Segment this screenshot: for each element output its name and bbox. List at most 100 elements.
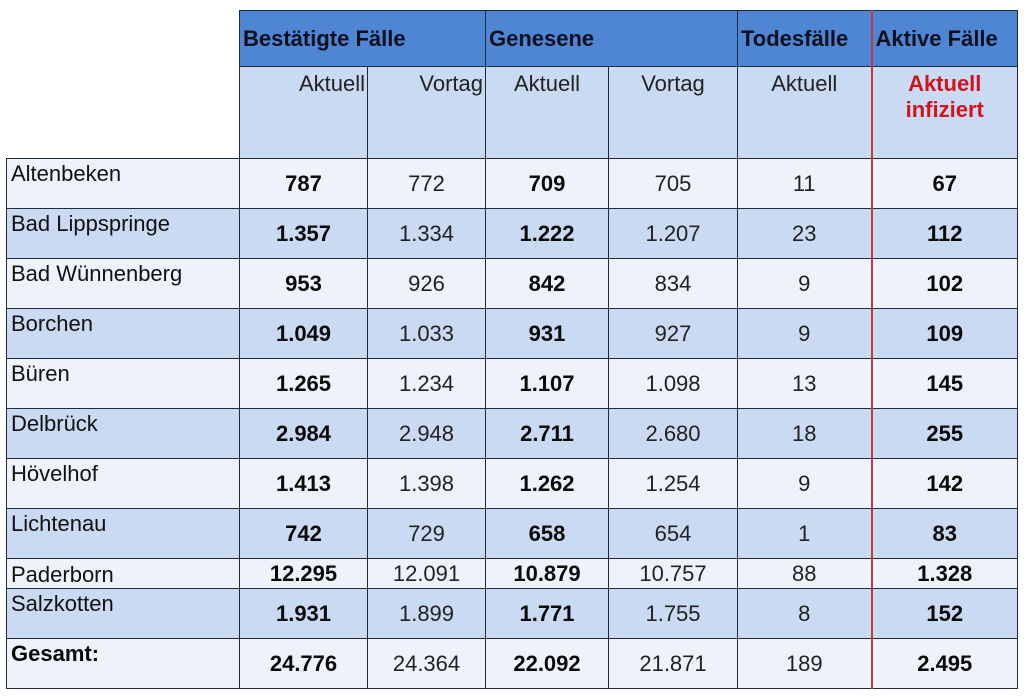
confirmed-prev: 1.334 xyxy=(367,208,486,259)
deaths-now: 189 xyxy=(737,638,872,689)
confirmed-now: 742 xyxy=(239,508,368,559)
deaths-now: 9 xyxy=(737,258,872,309)
corner-blank xyxy=(6,10,240,67)
confirmed-prev: 1.398 xyxy=(367,458,486,509)
header-active: Aktive Fälle xyxy=(870,10,1018,67)
recovered-now: 1.107 xyxy=(485,358,609,409)
confirmed-prev: 24.364 xyxy=(367,638,486,689)
header-row: Bestätigte Fälle Genesene Todesfälle Akt… xyxy=(6,10,1018,67)
recovered-now: 2.711 xyxy=(485,408,609,459)
table-row: Borchen 1.049 1.033 931 927 9 109 xyxy=(6,308,1018,359)
active-now: 67 xyxy=(870,158,1018,209)
deaths-now: 11 xyxy=(737,158,872,209)
header-confirmed: Bestätigte Fälle xyxy=(239,10,486,67)
active-now: 109 xyxy=(870,308,1018,359)
table-row: Altenbeken 787 772 709 705 11 67 xyxy=(6,158,1018,209)
confirmed-prev: 1.234 xyxy=(367,358,486,409)
header-deaths: Todesfälle xyxy=(737,10,872,67)
row-name: Bad Wünnenberg xyxy=(6,258,240,309)
confirmed-now: 1.357 xyxy=(239,208,368,259)
recovered-prev: 654 xyxy=(608,508,738,559)
deaths-now: 18 xyxy=(737,408,872,459)
subheader-deaths-aktuell: Aktuell xyxy=(737,66,872,159)
recovered-prev: 10.757 xyxy=(608,558,738,589)
confirmed-prev: 2.948 xyxy=(367,408,486,459)
confirmed-now: 1.049 xyxy=(239,308,368,359)
confirmed-now: 12.295 xyxy=(239,558,368,589)
row-name: Delbrück xyxy=(6,408,240,459)
confirmed-prev: 729 xyxy=(367,508,486,559)
deaths-now: 13 xyxy=(737,358,872,409)
total-label: Gesamt: xyxy=(6,638,240,689)
table-row: Hövelhof 1.413 1.398 1.262 1.254 9 142 xyxy=(6,458,1018,509)
recovered-now: 931 xyxy=(485,308,609,359)
row-name: Lichtenau xyxy=(6,508,240,559)
active-now: 102 xyxy=(870,258,1018,309)
active-now: 1.328 xyxy=(870,558,1018,589)
subheader-recovered-aktuell: Aktuell xyxy=(485,66,609,159)
recovered-prev: 1.254 xyxy=(608,458,738,509)
recovered-prev: 927 xyxy=(608,308,738,359)
recovered-prev: 21.871 xyxy=(608,638,738,689)
recovered-now: 22.092 xyxy=(485,638,609,689)
deaths-now: 9 xyxy=(737,308,872,359)
covid-cases-table: Bestätigte Fälle Genesene Todesfälle Akt… xyxy=(6,10,1018,689)
table-row: Bad Lippspringe 1.357 1.334 1.222 1.207 … xyxy=(6,208,1018,259)
deaths-now: 88 xyxy=(737,558,872,589)
row-name: Hövelhof xyxy=(6,458,240,509)
active-now: 142 xyxy=(870,458,1018,509)
deaths-now: 8 xyxy=(737,588,872,639)
confirmed-now: 1.413 xyxy=(239,458,368,509)
corner-blank-2 xyxy=(6,66,240,159)
row-name: Salzkotten xyxy=(6,588,240,639)
active-now: 83 xyxy=(870,508,1018,559)
confirmed-prev: 12.091 xyxy=(367,558,486,589)
recovered-now: 1.222 xyxy=(485,208,609,259)
recovered-now: 709 xyxy=(485,158,609,209)
confirmed-now: 1.931 xyxy=(239,588,368,639)
table-row: Lichtenau 742 729 658 654 1 83 xyxy=(6,508,1018,559)
header-recovered: Genesene xyxy=(485,10,738,67)
active-now: 2.495 xyxy=(870,638,1018,689)
subheader-confirmed-aktuell: Aktuell xyxy=(239,66,368,159)
subheader-active-line2: infiziert xyxy=(905,97,984,122)
recovered-prev: 1.207 xyxy=(608,208,738,259)
confirmed-now: 24.776 xyxy=(239,638,368,689)
deaths-now: 23 xyxy=(737,208,872,259)
confirmed-prev: 926 xyxy=(367,258,486,309)
table-row: Büren 1.265 1.234 1.107 1.098 13 145 xyxy=(6,358,1018,409)
subheader-recovered-vortag: Vortag xyxy=(608,66,738,159)
subheader-active: Aktuell infiziert xyxy=(870,66,1018,159)
recovered-now: 10.879 xyxy=(485,558,609,589)
table-row: Delbrück 2.984 2.948 2.711 2.680 18 255 xyxy=(6,408,1018,459)
confirmed-now: 2.984 xyxy=(239,408,368,459)
row-name: Altenbeken xyxy=(6,158,240,209)
table-row: Paderborn 12.295 12.091 10.879 10.757 88… xyxy=(6,558,1018,589)
deaths-now: 1 xyxy=(737,508,872,559)
recovered-prev: 834 xyxy=(608,258,738,309)
recovered-now: 842 xyxy=(485,258,609,309)
row-name: Büren xyxy=(6,358,240,409)
subheader-active-line1: Aktuell xyxy=(908,71,982,96)
confirmed-now: 787 xyxy=(239,158,368,209)
recovered-now: 658 xyxy=(485,508,609,559)
confirmed-prev: 1.033 xyxy=(367,308,486,359)
row-name: Bad Lippspringe xyxy=(6,208,240,259)
confirmed-now: 1.265 xyxy=(239,358,368,409)
recovered-prev: 1.098 xyxy=(608,358,738,409)
subheader-confirmed-vortag: Vortag xyxy=(367,66,486,159)
row-name: Borchen xyxy=(6,308,240,359)
recovered-prev: 2.680 xyxy=(608,408,738,459)
recovered-prev: 705 xyxy=(608,158,738,209)
active-now: 152 xyxy=(870,588,1018,639)
table-row: Bad Wünnenberg 953 926 842 834 9 102 xyxy=(6,258,1018,309)
active-now: 255 xyxy=(870,408,1018,459)
deaths-now: 9 xyxy=(737,458,872,509)
row-name: Paderborn xyxy=(6,558,240,589)
total-row: Gesamt: 24.776 24.364 22.092 21.871 189 … xyxy=(6,638,1018,689)
recovered-prev: 1.755 xyxy=(608,588,738,639)
confirmed-now: 953 xyxy=(239,258,368,309)
active-now: 145 xyxy=(870,358,1018,409)
confirmed-prev: 772 xyxy=(367,158,486,209)
